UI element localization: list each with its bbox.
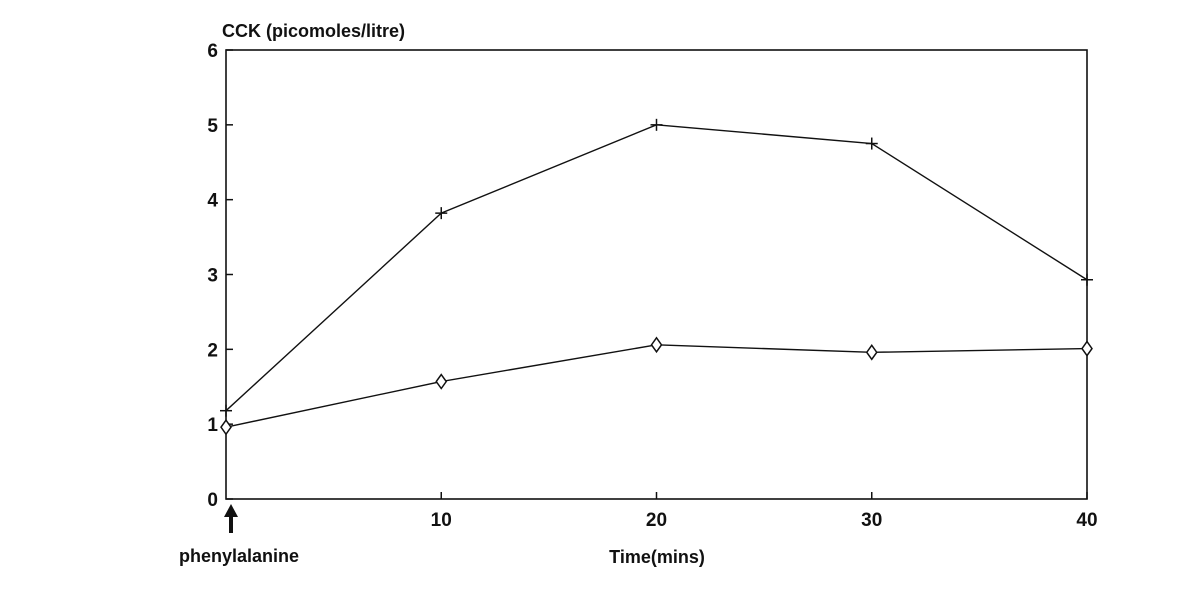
annotation-label: phenylalanine	[179, 546, 299, 566]
y-tick-label: 1	[207, 415, 218, 436]
y-tick-label: 0	[207, 490, 218, 511]
x-tick-label: 10	[431, 510, 452, 531]
series-1-line	[225, 124, 1088, 412]
plot-frame	[225, 49, 1088, 500]
series-1-point	[865, 137, 878, 150]
annotation-group: phenylalanine	[179, 504, 299, 566]
series-2-point	[1081, 340, 1093, 357]
y-tick-label: 3	[207, 266, 218, 287]
x-tick-label: 40	[1076, 510, 1097, 531]
y-tick-label: 6	[207, 41, 218, 62]
series-2-point	[865, 344, 878, 361]
x-tick-label: 20	[646, 510, 667, 531]
x-tick-label: 30	[861, 510, 882, 531]
series-1-point	[650, 118, 663, 131]
x-axis-label: Time(mins)	[609, 547, 705, 567]
y-tick-label: 5	[207, 116, 218, 137]
series-2-line	[225, 344, 1088, 428]
x-ticks: 10 20 30 40	[431, 492, 1098, 531]
y-axis-label: CCK (picomoles/litre)	[222, 21, 405, 41]
y-tick-label: 2	[207, 340, 218, 361]
y-ticks: 0 1 2 3 4 5 6	[207, 41, 233, 511]
annotation-arrow-head	[224, 504, 238, 517]
series-1-point	[220, 404, 232, 417]
y-tick-label: 4	[207, 191, 218, 212]
series-2-point	[650, 336, 663, 354]
series-group	[220, 118, 1093, 436]
series-2-point	[220, 418, 232, 436]
series-1-point	[1081, 273, 1093, 286]
series-1-point	[435, 207, 448, 220]
series-2-point	[435, 373, 448, 390]
